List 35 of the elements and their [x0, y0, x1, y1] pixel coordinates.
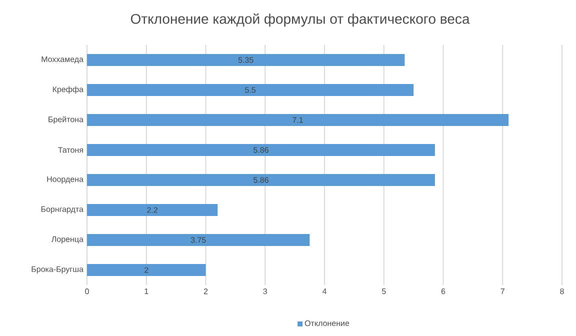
bar [87, 84, 414, 96]
x-tick-label: 7 [500, 288, 504, 294]
y-tick-label: Брейтона [48, 116, 84, 124]
bar [87, 114, 509, 126]
data-label: 5.86 [254, 147, 268, 153]
data-label: 3.75 [190, 237, 206, 243]
y-tick-label: Креффа [52, 86, 84, 94]
x-tick-label: 1 [144, 288, 148, 294]
bar [87, 54, 405, 66]
data-label: 5.86 [254, 177, 268, 183]
x-tick-label: 6 [441, 288, 446, 294]
y-tick-label: Лоренца [51, 236, 84, 244]
bar [87, 234, 310, 246]
y-tick-label: Моххамеда [42, 56, 84, 64]
bar [87, 264, 206, 276]
data-label: 2.2 [147, 207, 158, 213]
x-tick-label: 5 [382, 288, 386, 294]
data-label: 5.35 [238, 57, 254, 63]
y-tick-label: Татоня [58, 147, 83, 153]
x-tick-label: 0 [85, 288, 89, 294]
x-tick-label: 2 [204, 288, 208, 294]
data-label: 5.5 [245, 87, 256, 93]
legend-label: Отклонение [304, 320, 350, 326]
y-tick-label: Борнгардта [41, 206, 84, 214]
y-tick-label: Ноордена [47, 176, 84, 184]
y-tick-label: Брока-Бругша [32, 266, 84, 274]
x-tick-label: 4 [322, 288, 326, 294]
x-tick-label: 8 [560, 288, 564, 294]
bar [87, 174, 435, 186]
data-label: 7.1 [292, 117, 303, 123]
x-tick-label: 3 [263, 288, 267, 294]
bar [87, 144, 435, 156]
data-label: 2 [144, 267, 148, 273]
chart-title: Отклонение каждой формулы от фактического веса [130, 13, 470, 27]
bar [87, 204, 218, 216]
